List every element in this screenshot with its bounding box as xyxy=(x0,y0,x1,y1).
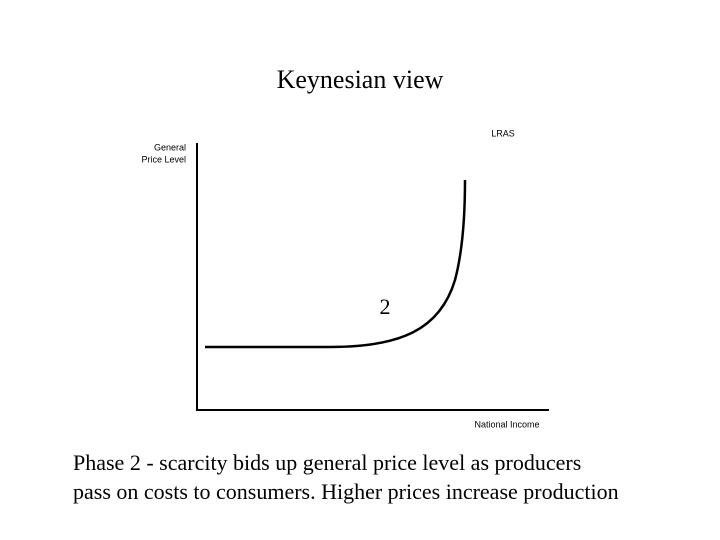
supply-curve xyxy=(205,179,467,349)
x-axis-label: National Income xyxy=(474,419,539,429)
y-axis-label: Price Level xyxy=(141,154,186,164)
curve-label: LRAS xyxy=(491,128,515,138)
y-axis-label: General xyxy=(154,142,186,152)
phase-label: 2 xyxy=(380,294,391,319)
caption-line: pass on costs to consumers. Higher price… xyxy=(73,479,619,504)
caption-line: Phase 2 - scarcity bids up general price… xyxy=(73,450,581,475)
title: Keynesian view xyxy=(277,65,444,94)
